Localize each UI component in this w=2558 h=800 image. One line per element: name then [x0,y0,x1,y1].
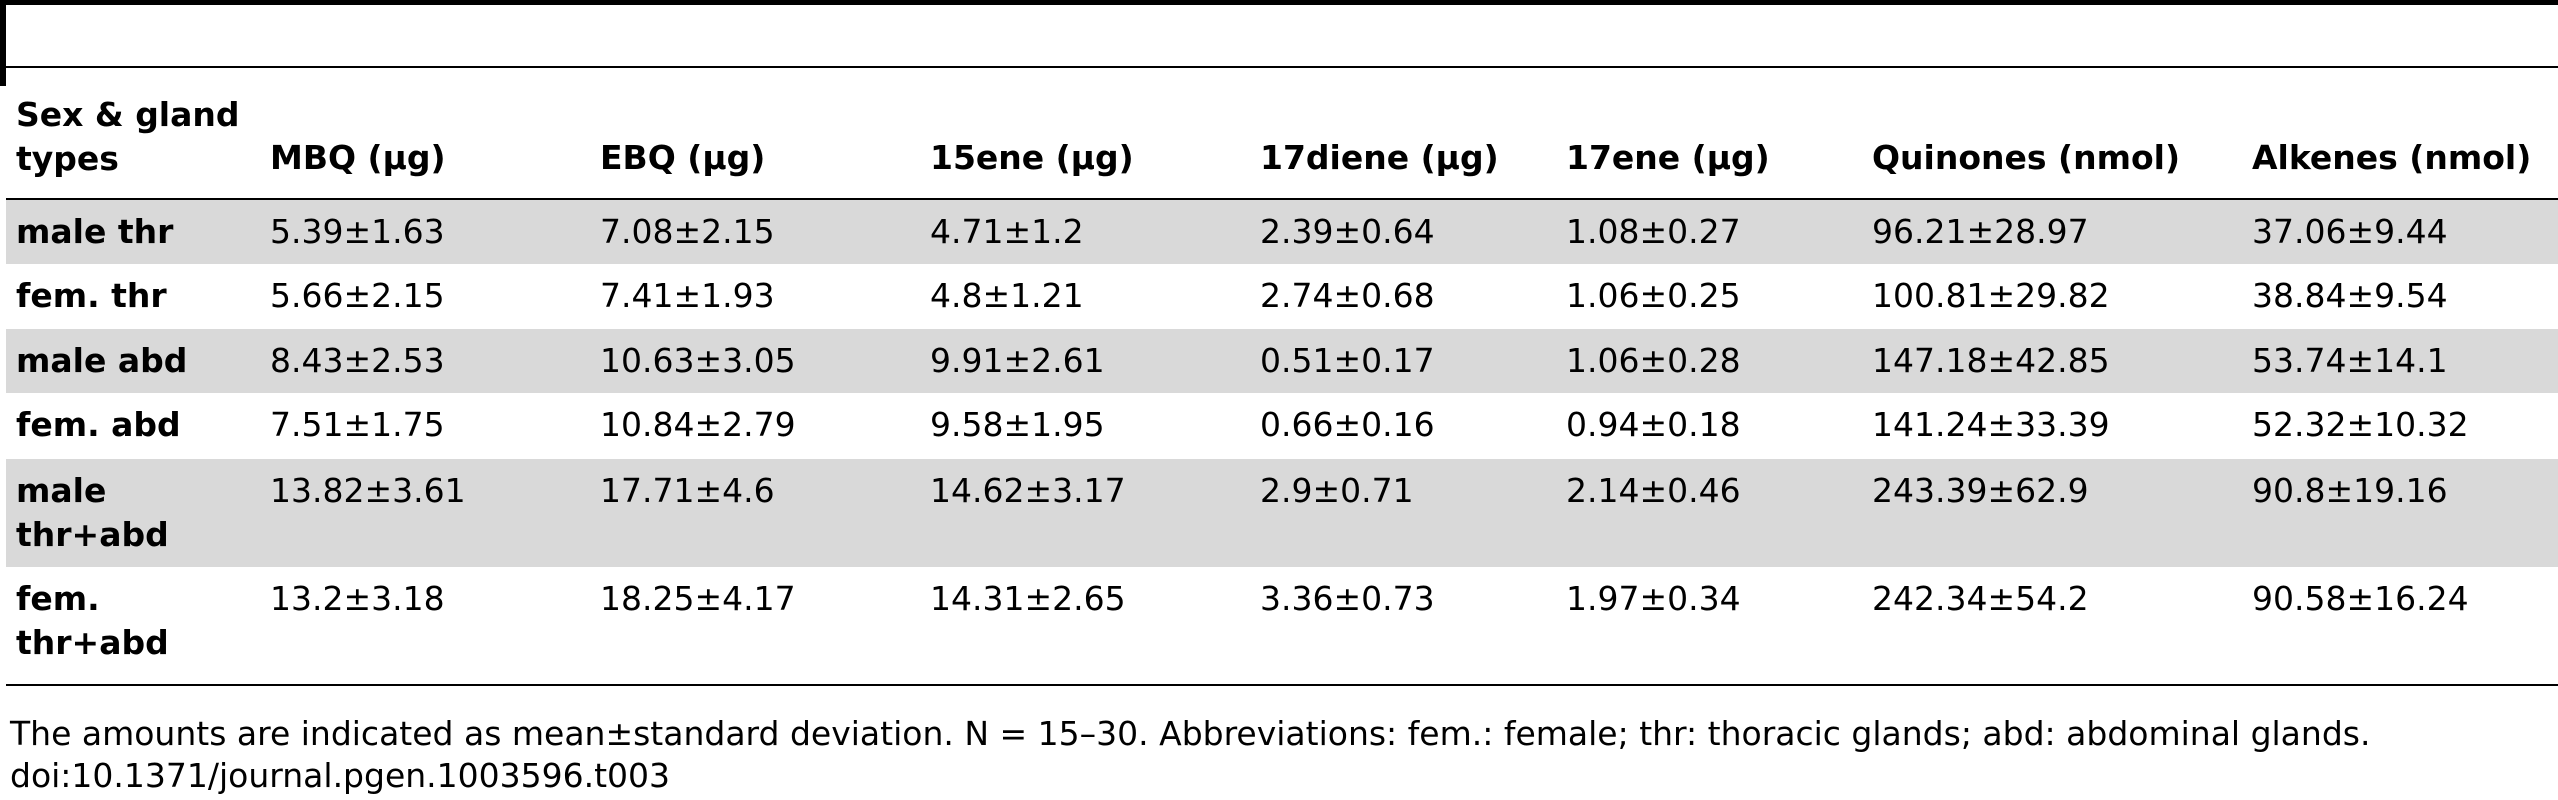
cell-17diene: 2.74±0.68 [1260,276,1435,315]
cell-ebq: 17.71±4.6 [600,471,775,510]
cell-15ene: 4.71±1.2 [930,212,1084,251]
cell-17diene: 3.36±0.73 [1260,579,1435,618]
row-label: male thr [16,212,174,251]
cell-15ene: 14.31±2.65 [930,579,1126,618]
cell-ebq: 10.84±2.79 [600,405,796,444]
cell-17diene: 0.51±0.17 [1260,341,1435,380]
table-footnote: The amounts are indicated as mean±standa… [10,714,2371,753]
header-quinones: Quinones (nmol) [1872,138,2181,177]
cell-quinones: 243.39±62.9 [1872,471,2089,510]
cell-alkenes: 53.74±14.1 [2252,341,2448,380]
cell-17ene: 0.94±0.18 [1566,405,1741,444]
left-border [0,0,6,86]
cell-mbq: 5.39±1.63 [270,212,445,251]
row-label: fem. thr [16,276,167,315]
header-sex-gland: Sex & gland types [16,95,240,178]
table-row: fem. thr+abd 13.2±3.18 18.25±4.17 14.31±… [6,567,2558,683]
cell-quinones: 96.21±28.97 [1872,212,2089,251]
cell-mbq: 13.82±3.61 [270,471,466,510]
cell-15ene: 4.8±1.21 [930,276,1084,315]
table-bottom-rule [6,684,2558,686]
header-17ene: 17ene (μg) [1566,138,1770,177]
cell-17ene: 1.06±0.25 [1566,276,1741,315]
cell-ebq: 7.41±1.93 [600,276,775,315]
cell-mbq: 5.66±2.15 [270,276,445,315]
table-top-rule [6,66,2558,68]
header-15ene: 15ene (μg) [930,138,1134,177]
row-label: male abd [16,341,188,380]
table-row: male abd 8.43±2.53 10.63±3.05 9.91±2.61 … [6,329,2558,393]
cell-15ene: 14.62±3.17 [930,471,1126,510]
row-label: fem. thr+abd [16,579,169,662]
cell-mbq: 13.2±3.18 [270,579,445,618]
cell-17ene: 1.06±0.28 [1566,341,1741,380]
cell-alkenes: 38.84±9.54 [2252,276,2448,315]
header-rule [6,198,2558,200]
cell-quinones: 100.81±29.82 [1872,276,2110,315]
cell-17diene: 2.39±0.64 [1260,212,1435,251]
cell-17ene: 2.14±0.46 [1566,471,1741,510]
top-border [0,0,2558,5]
header-17diene: 17diene (μg) [1260,138,1499,177]
table-row: fem. abd 7.51±1.75 10.84±2.79 9.58±1.95 … [6,393,2558,459]
cell-mbq: 8.43±2.53 [270,341,445,380]
cell-ebq: 10.63±3.05 [600,341,796,380]
table-row: fem. thr 5.66±2.15 7.41±1.93 4.8±1.21 2.… [6,264,2558,329]
doi-text: doi:10.1371/journal.pgen.1003596.t003 [10,756,671,795]
cell-alkenes: 90.58±16.24 [2252,579,2469,618]
header-ebq: EBQ (μg) [600,138,766,177]
table-row: male thr 5.39±1.63 7.08±2.15 4.71±1.2 2.… [6,200,2558,264]
cell-17diene: 2.9±0.71 [1260,471,1414,510]
header-mbq: MBQ (μg) [270,138,446,177]
table-row: male thr+abd 13.82±3.61 17.71±4.6 14.62±… [6,459,2558,567]
cell-17ene: 1.97±0.34 [1566,579,1741,618]
cell-mbq: 7.51±1.75 [270,405,445,444]
row-label: fem. abd [16,405,181,444]
row-label: male thr+abd [16,471,169,554]
cell-quinones: 147.18±42.85 [1872,341,2110,380]
cell-15ene: 9.58±1.95 [930,405,1105,444]
cell-alkenes: 90.8±19.16 [2252,471,2448,510]
cell-ebq: 18.25±4.17 [600,579,796,618]
header-alkenes: Alkenes (nmol) [2252,138,2532,177]
cell-quinones: 242.34±54.2 [1872,579,2089,618]
cell-alkenes: 37.06±9.44 [2252,212,2448,251]
cell-alkenes: 52.32±10.32 [2252,405,2469,444]
cell-15ene: 9.91±2.61 [930,341,1105,380]
cell-17diene: 0.66±0.16 [1260,405,1435,444]
cell-quinones: 141.24±33.39 [1872,405,2110,444]
cell-17ene: 1.08±0.27 [1566,212,1741,251]
cell-ebq: 7.08±2.15 [600,212,775,251]
table-header-row: Sex & gland types MBQ (μg) EBQ (μg) 15en… [6,84,2558,198]
